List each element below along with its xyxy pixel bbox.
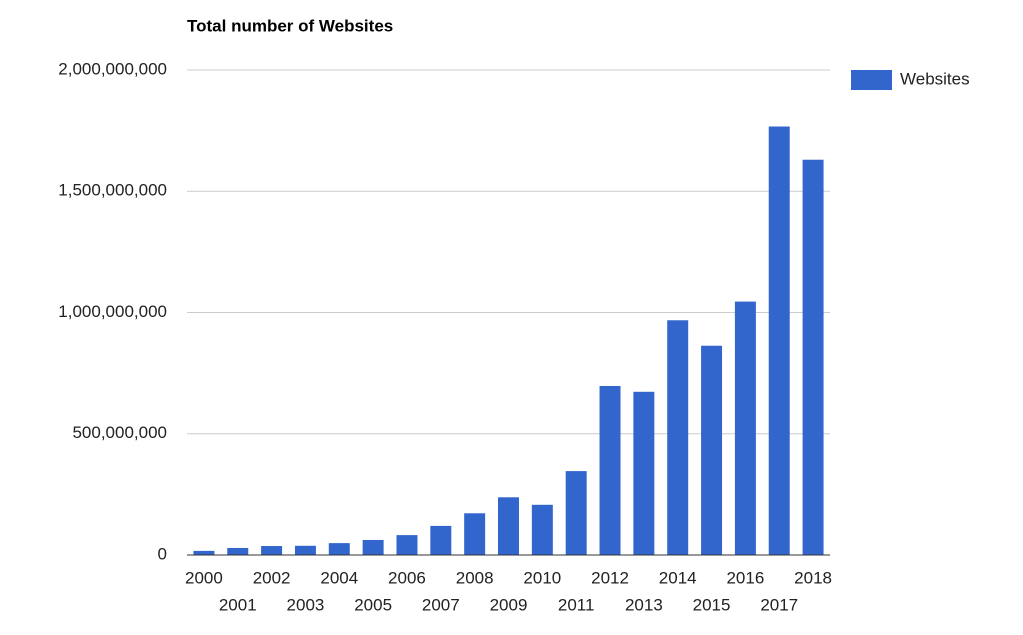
x-tick-label: 2012 <box>591 568 629 587</box>
bar <box>396 535 418 555</box>
x-tick-label: 2007 <box>422 595 460 614</box>
bar <box>193 550 215 555</box>
chart-title: Total number of Websites <box>187 16 393 35</box>
x-tick-label: 2000 <box>185 568 223 587</box>
x-tick-label: 2009 <box>490 595 528 614</box>
bar <box>667 320 689 555</box>
legend-label: Websites <box>900 69 970 88</box>
x-tick-label: 2011 <box>558 595 595 614</box>
x-tick-label: 2004 <box>320 568 358 587</box>
y-tick-label: 500,000,000 <box>72 423 167 442</box>
x-tick-label: 2003 <box>287 595 325 614</box>
bar <box>633 391 655 555</box>
bar <box>362 539 384 555</box>
x-tick-label: 2017 <box>760 595 798 614</box>
y-tick-label: 2,000,000,000 <box>58 59 167 78</box>
y-tick-label: 1,500,000,000 <box>58 181 167 200</box>
bar <box>261 546 283 555</box>
x-tick-label: 2018 <box>794 568 832 587</box>
bar <box>599 385 621 555</box>
bar <box>768 126 790 555</box>
legend-swatch <box>851 70 892 90</box>
bar <box>498 497 519 555</box>
bar <box>734 301 756 555</box>
x-tick-label: 2006 <box>388 568 426 587</box>
bar <box>227 547 249 555</box>
x-tick-label: 2010 <box>523 568 561 587</box>
bar <box>531 504 553 555</box>
bar <box>802 159 824 555</box>
x-tick-label: 2001 <box>219 595 257 614</box>
bar <box>430 525 452 555</box>
bar <box>701 345 723 555</box>
x-tick-label: 2016 <box>726 568 764 587</box>
x-tick-label: 2005 <box>354 595 392 614</box>
x-tick-label: 2014 <box>659 568 697 587</box>
y-tick-label: 0 <box>158 544 167 563</box>
x-tick-label: 2008 <box>456 568 494 587</box>
bar <box>328 543 350 555</box>
y-tick-label: 1,000,000,000 <box>58 302 167 321</box>
bar <box>464 513 486 555</box>
bar <box>294 545 316 555</box>
x-tick-label: 2013 <box>625 595 663 614</box>
bar <box>565 471 587 555</box>
x-tick-label: 2002 <box>253 568 291 587</box>
x-tick-label: 2015 <box>693 595 731 614</box>
